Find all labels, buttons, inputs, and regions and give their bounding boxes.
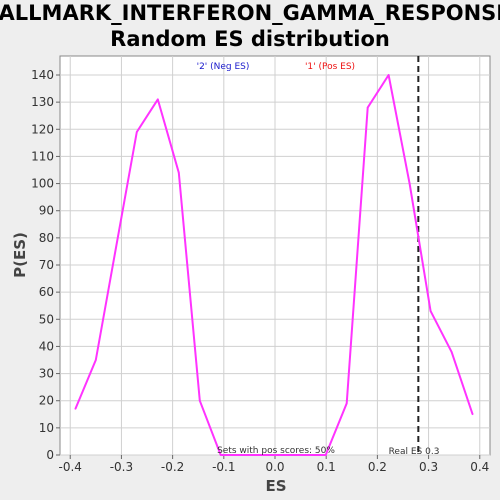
- y-tick-label: 70: [39, 258, 54, 272]
- distribution-point: [74, 408, 77, 410]
- distribution-point: [135, 131, 138, 133]
- x-tick-label: -0.2: [161, 460, 184, 474]
- distribution-point: [345, 402, 348, 405]
- x-axis-label: ES: [265, 477, 286, 495]
- y-tick-label: 90: [39, 204, 54, 218]
- axis-layer: -0.4 -0.3 -0.2 -0.1 0.0 0.1 0.2 0.3 0.4 0 10 20 30 40…: [31, 68, 489, 474]
- x-tick-label: 0.0: [265, 460, 284, 474]
- distribution-line: [74, 74, 474, 456]
- distribution-point: [219, 454, 222, 456]
- y-tick-label: 140: [31, 68, 54, 82]
- x-tick-label: -0.4: [59, 460, 82, 474]
- distribution-point: [198, 399, 201, 402]
- distribution-point: [366, 106, 369, 109]
- chart-title-line1: HALLMARK_INTERFERON_GAMMA_RESPONSE:: [0, 1, 500, 25]
- y-tick-label: 20: [39, 394, 54, 408]
- distribution-point: [156, 98, 159, 101]
- distribution-point: [324, 454, 327, 456]
- distribution-point: [471, 413, 474, 416]
- distribution-point: [114, 247, 117, 250]
- x-tick-label: -0.1: [212, 460, 235, 474]
- x-tick-label: -0.3: [110, 460, 133, 474]
- legend-neg-es: '2' (Neg ES): [197, 62, 250, 72]
- distribution-point: [387, 74, 390, 76]
- grid-layer: [60, 56, 490, 456]
- series-layer: [74, 74, 474, 456]
- y-axis-label: P(ES): [11, 232, 29, 278]
- y-tick-label: 130: [31, 95, 54, 109]
- x-tick-label: 0.3: [419, 460, 438, 474]
- y-tick-label: 60: [39, 285, 54, 299]
- x-tick-label: 0.1: [317, 460, 336, 474]
- distribution-point: [429, 310, 432, 312]
- y-tick-label: 10: [39, 421, 54, 435]
- y-tick-label: 0: [46, 448, 54, 462]
- distribution-point: [177, 171, 180, 174]
- real-es-label: Real ES 0.3: [389, 447, 440, 457]
- chart-title-line2: Random ES distribution: [110, 27, 390, 51]
- y-tick-label: 110: [31, 149, 54, 163]
- y-tick-label: 100: [31, 177, 54, 191]
- y-tick-label: 80: [39, 231, 54, 245]
- distribution-point: [450, 351, 453, 353]
- y-tick-label: 30: [39, 367, 54, 381]
- distribution-point: [240, 454, 243, 456]
- distribution-point: [95, 359, 97, 361]
- distribution-point: [303, 454, 306, 456]
- y-tick-label: 120: [31, 122, 54, 136]
- x-tick-label: 0.4: [470, 460, 489, 474]
- pos-scores-annotation: Sets with pos scores: 50%: [217, 446, 335, 456]
- x-tick-label: 0.2: [368, 460, 387, 474]
- distribution-point: [261, 454, 264, 456]
- y-tick-label: 40: [39, 339, 54, 353]
- legend-pos-es: '1' (Pos ES): [305, 62, 355, 72]
- distribution-point: [408, 182, 411, 185]
- distribution-point: [282, 454, 285, 456]
- y-tick-label: 50: [39, 312, 54, 326]
